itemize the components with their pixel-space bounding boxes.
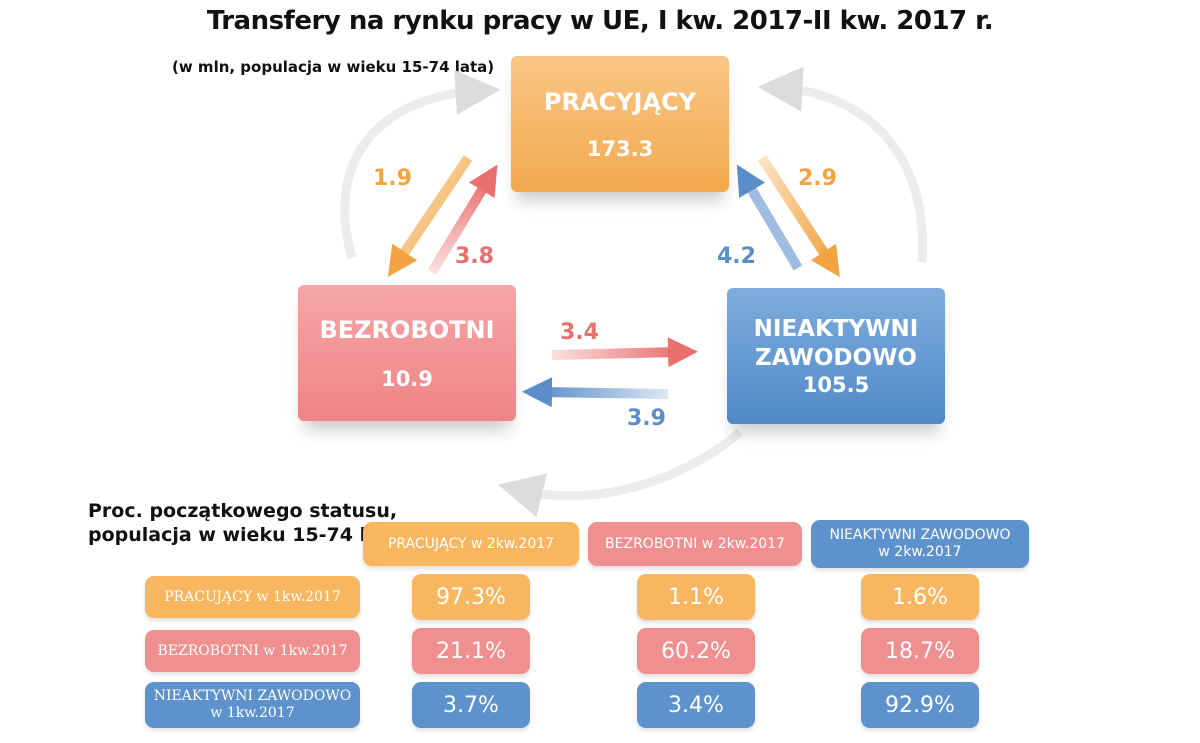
flow-label-inactive-to-employed: 4.2 [717,244,756,269]
node-employed-name: PRACYJĄCY [543,88,697,116]
chart-subtitle: (w mln, populacja w wieku 15-74 lata) [172,58,495,76]
matrix-cell: 1.1% [637,574,755,620]
flow-label-employed-to-unemployed: 1.9 [373,166,412,191]
arrow-unemployed-to-employed [427,164,498,275]
cycle-arrow-left [340,69,501,260]
arrow-inactive-to-employed [736,164,803,271]
cycle-arrow-right [757,66,928,263]
matrix-row-header-employed: PRACUJĄCY w 1kw.2017 [145,576,360,618]
arrow-employed-to-inactive [757,155,840,278]
matrix-cell: 3.7% [412,682,530,728]
node-unemployed-value: 10.9 [381,367,433,391]
matrix-col-header-inactive-line2: w 2kw.2017 [878,544,962,560]
chart-title: Transfery na rynku pracy w UE, I kw. 201… [206,6,994,36]
node-employed-value: 173.3 [586,137,654,161]
matrix-row-header-inactive-line1: NIEAKTYWNI ZAWODOWO [153,688,352,705]
matrix-row-header-inactive: NIEAKTYWNI ZAWODOWO w 1kw.2017 [145,682,360,728]
matrix-cell: 1.6% [861,574,979,620]
matrix-caption-line2: populacja w wieku 15-74 lat [88,523,389,546]
arrow-inactive-to-unemployed [522,377,669,408]
matrix-cell: 97.3% [412,574,530,620]
arrow-employed-to-unemployed [387,155,473,277]
matrix-row-header-inactive-line2: w 1kw.2017 [210,705,295,721]
matrix-cell: 3.4% [637,682,755,728]
node-inactive-name-line1: NIEAKTYWNI [753,316,919,343]
node-inactive-value: 105.5 [802,372,870,397]
matrix-row-header-employed-text: PRACUJĄCY w 1kw.2017 [164,588,341,605]
matrix-cell: 60.2% [637,628,755,674]
matrix-col-header-unemployed-text: BEZROBOTNI w 2kw.2017 [605,535,785,552]
node-inactive: NIEAKTYWNI ZAWODOWO 105.5 [727,288,945,424]
matrix-cell: 92.9% [861,682,979,728]
matrix-col-header-employed: PRACUJĄCY w 2kw.2017 [363,522,579,566]
matrix-col-header-inactive: NIEAKTYWNI ZAWODOWO w 2kw.2017 [811,520,1029,568]
cycle-arrow-bottom [498,428,744,518]
matrix-col-header-employed-text: PRACUJĄCY w 2kw.2017 [387,535,555,552]
matrix-caption: Proc. początkowego statusu, populacja w … [88,500,397,548]
matrix-caption-line1: Proc. początkowego statusu, [88,500,398,522]
flow-label-unemployed-to-inactive: 3.4 [560,320,599,345]
matrix-row-header-unemployed: BEZROBOTNI w 1kw.2017 [145,630,360,672]
node-unemployed-name: BEZROBOTNI [319,316,495,344]
flow-label-employed-to-inactive: 2.9 [798,166,837,191]
node-inactive-name-line2: ZAWODOWO [755,345,917,371]
matrix-col-header-unemployed: BEZROBOTNI w 2kw.2017 [588,522,802,566]
matrix-row-header-unemployed-text: BEZROBOTNI w 1kw.2017 [157,642,348,659]
flow-label-unemployed-to-employed: 3.8 [455,244,494,269]
matrix-cell: 18.7% [861,628,979,674]
matrix-cell: 21.1% [412,628,530,674]
arrow-unemployed-to-inactive [551,337,698,368]
node-unemployed: BEZROBOTNI 10.9 [298,285,516,421]
matrix-col-header-inactive-line1: NIEAKTYWNI ZAWODOWO [829,527,1011,544]
node-employed: PRACYJĄCY 173.3 [511,56,729,192]
flow-label-inactive-to-unemployed: 3.9 [627,406,666,431]
